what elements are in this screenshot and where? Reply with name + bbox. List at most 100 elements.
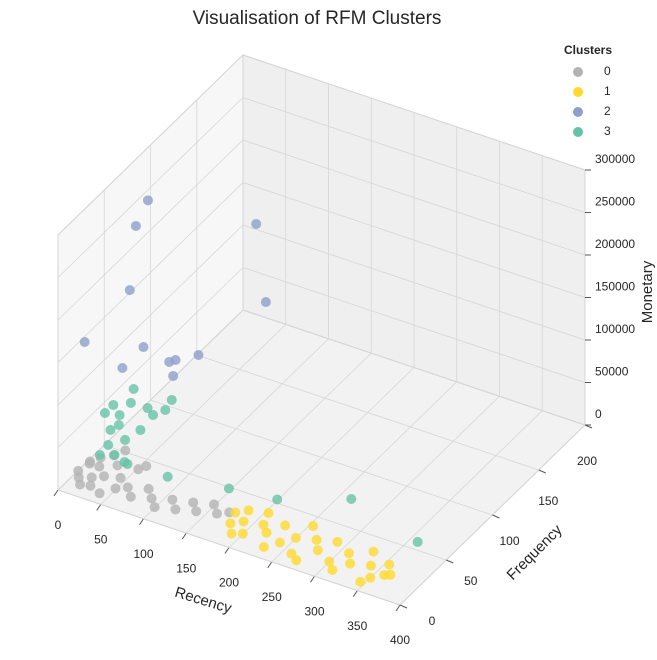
grid-line [242, 139, 586, 256]
z-tick-label: 250000 [595, 195, 635, 209]
point [188, 497, 199, 508]
tick-mark [352, 590, 358, 597]
y-tick-label: 100 [499, 534, 519, 548]
point [170, 354, 181, 365]
point [412, 536, 423, 547]
point [327, 564, 338, 575]
x-tick-label: 0 [55, 518, 62, 532]
point [160, 405, 171, 415]
point [117, 362, 128, 373]
grid-line [57, 97, 244, 278]
point [225, 518, 236, 529]
point [138, 342, 149, 353]
legend-label: 0 [604, 64, 611, 78]
legend: Clusters 0 1 2 3 [564, 43, 612, 138]
legend-marker [573, 87, 583, 97]
x-tick-label: 250 [262, 590, 282, 604]
legend-label: 1 [604, 84, 611, 98]
tick-mark [310, 575, 315, 583]
x-tick-label: 100 [133, 547, 153, 561]
chart-title: Visualisation of RFM Clusters [193, 8, 442, 29]
point [191, 506, 202, 517]
tick-mark [446, 559, 454, 564]
point [124, 285, 135, 296]
y-tick-label: 0 [429, 614, 436, 628]
point [290, 532, 301, 543]
point [94, 449, 105, 460]
tick-mark [399, 604, 408, 609]
point [149, 502, 160, 513]
point [251, 218, 262, 229]
grid-line [57, 139, 244, 321]
point [311, 534, 322, 545]
point [243, 505, 254, 516]
tick-mark [224, 547, 230, 554]
point [308, 521, 319, 532]
point [114, 410, 125, 421]
point [167, 494, 178, 505]
z-tick-label: 150000 [595, 280, 635, 294]
legend-marker [573, 127, 583, 137]
grid-line [57, 54, 244, 236]
point [384, 559, 395, 570]
point [263, 508, 274, 519]
point [141, 461, 152, 472]
x-tick-label: 200 [219, 576, 239, 590]
z-tick-label: 300000 [595, 152, 635, 166]
point [368, 546, 379, 557]
point [133, 464, 144, 475]
point [238, 516, 249, 527]
grid-line [57, 489, 401, 606]
tick-mark [96, 504, 102, 511]
point [75, 479, 86, 490]
grid-line [150, 399, 493, 516]
grid-line [57, 224, 244, 406]
point [274, 537, 285, 548]
point [125, 397, 136, 408]
grid-line [242, 267, 586, 383]
point [146, 493, 157, 504]
legend-title: Clusters [564, 43, 612, 57]
grid-line [242, 54, 586, 171]
point [261, 527, 272, 538]
y-tick-label: 50 [464, 574, 478, 588]
point [108, 399, 119, 410]
point [103, 439, 114, 450]
legend-marker [573, 107, 583, 117]
point [125, 491, 136, 502]
grid-line [57, 182, 244, 363]
point [223, 483, 234, 494]
point [280, 520, 291, 531]
point [212, 508, 222, 519]
point [226, 528, 237, 539]
point [343, 548, 354, 559]
x-tick-label: 400 [390, 633, 410, 647]
x-tick-label: 50 [94, 533, 108, 547]
grid-line [242, 224, 586, 341]
point [113, 419, 124, 430]
y-axis-title: Frequency [504, 521, 566, 583]
tick-mark [267, 561, 273, 569]
z-tick-label: 100000 [595, 322, 635, 336]
point [312, 545, 323, 556]
point [148, 410, 159, 421]
tick-mark [395, 604, 401, 612]
point [355, 576, 366, 587]
y-tick-label: 150 [538, 494, 558, 508]
point [130, 220, 141, 231]
point [120, 434, 131, 445]
z-axis-title: Monetary [639, 260, 656, 323]
point [209, 499, 219, 510]
point [166, 394, 177, 405]
point [84, 458, 95, 469]
point [230, 507, 241, 518]
point [79, 337, 90, 348]
point [85, 480, 96, 491]
x-tick-label: 150 [176, 561, 196, 575]
point [99, 471, 109, 482]
point [193, 349, 204, 360]
tick-mark [492, 514, 500, 519]
z-tick-label: 0 [595, 407, 602, 421]
point [142, 195, 153, 206]
